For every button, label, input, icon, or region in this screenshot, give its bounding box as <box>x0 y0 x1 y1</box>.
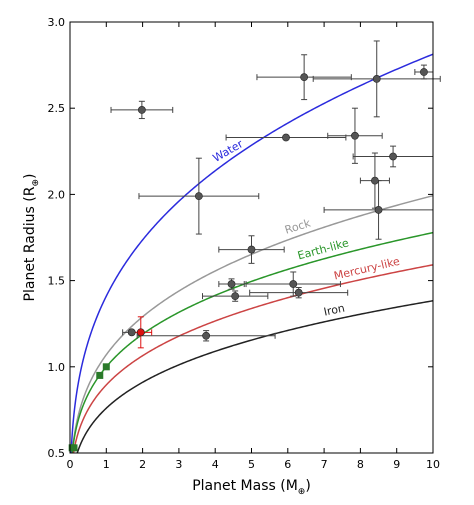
composition-curves <box>70 53 433 453</box>
x-tick-label: 10 <box>426 458 440 471</box>
planet-point <box>351 131 359 140</box>
planet-point <box>374 206 383 214</box>
x-tick-label: 8 <box>357 458 364 471</box>
curve-label-rock: Rock <box>283 216 313 236</box>
y-axis-title: Planet Radius (R⊕) <box>22 174 41 302</box>
x-axis-title: Planet Mass (M⊕) <box>192 478 311 497</box>
y-tick-label: 1.0 <box>48 361 66 374</box>
planet-point <box>294 288 303 297</box>
planet-points <box>127 68 428 340</box>
curve-water <box>70 53 433 453</box>
curve-mercury-like <box>72 264 433 453</box>
solar-system-point <box>102 363 110 371</box>
planet-point <box>227 280 236 288</box>
axis-tick-labels: 0 1 2 3 4 5 6 7 8 9 10 0.5 1.0 1.5 2.0 2.5 3.0 <box>48 16 441 471</box>
x-tick-label: 4 <box>212 458 219 471</box>
planet-point <box>137 106 146 114</box>
solar-system-point <box>96 371 104 379</box>
planet-point <box>231 292 240 301</box>
x-tick-label: 6 <box>284 458 291 471</box>
x-tick-label: 5 <box>248 458 255 471</box>
planet-point <box>194 192 203 201</box>
solar-system-points <box>68 363 110 452</box>
axis-ticks <box>69 21 434 454</box>
x-tick-label: 9 <box>393 458 400 471</box>
x-tick-label: 0 <box>67 458 74 471</box>
planet-point <box>247 245 256 254</box>
planet-point <box>289 280 298 288</box>
curve-earth-like <box>71 231 433 453</box>
planet-point <box>389 152 397 161</box>
y-tick-label: 3.0 <box>48 16 66 29</box>
curve-label-iron: Iron <box>323 302 346 319</box>
curve-rock <box>71 194 433 453</box>
y-tick-label: 2.0 <box>48 188 66 201</box>
planet-point <box>372 74 381 83</box>
planet-point <box>202 331 211 340</box>
solar-system-point <box>70 444 78 452</box>
x-tick-label: 3 <box>175 458 182 471</box>
x-tick-label: 7 <box>321 458 328 471</box>
planet-point <box>371 176 379 185</box>
planet-point <box>420 68 428 76</box>
curve-iron <box>76 300 433 453</box>
y-tick-label: 0.5 <box>48 447 66 460</box>
planet-point <box>127 328 136 337</box>
x-tick-label: 2 <box>139 458 146 471</box>
planet-point <box>300 73 309 82</box>
planet-point <box>136 328 145 337</box>
planet-point <box>282 133 290 142</box>
y-tick-label: 2.5 <box>48 102 66 115</box>
y-tick-label: 1.5 <box>48 275 66 288</box>
x-tick-label: 1 <box>103 458 110 471</box>
